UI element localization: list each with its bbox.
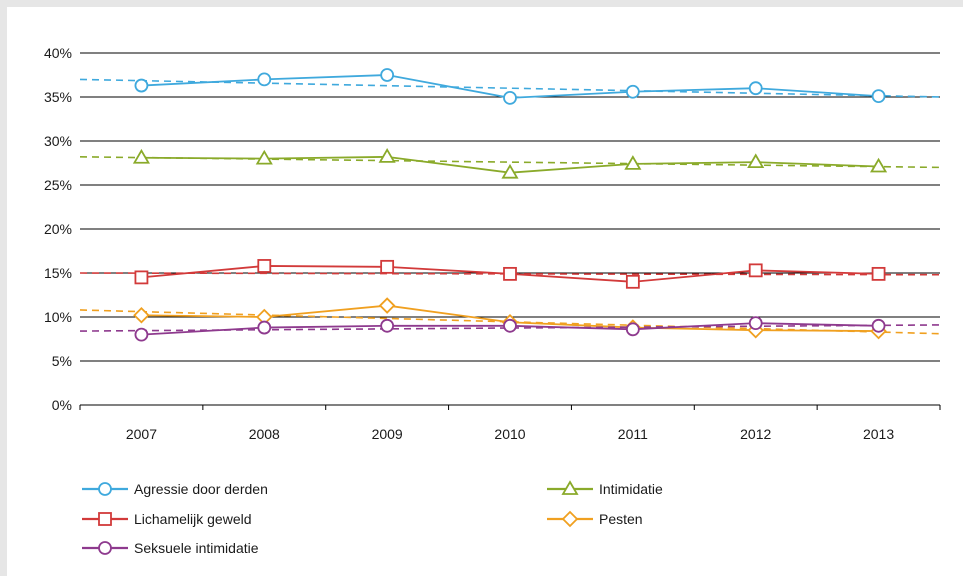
y-tick-label: 30%	[44, 133, 72, 149]
x-tick-label: 2012	[740, 426, 771, 442]
data-point	[134, 78, 149, 93]
data-point	[871, 318, 886, 333]
data-point	[625, 274, 640, 289]
data-point	[625, 322, 640, 337]
data-point	[503, 318, 517, 333]
data-point	[748, 81, 763, 96]
data-point	[747, 153, 765, 169]
legend-label: Intimidatie	[599, 481, 663, 497]
x-tick-label: 2009	[372, 426, 403, 442]
legend-marker	[561, 510, 579, 528]
data-point	[625, 84, 640, 99]
x-tick-label: 2007	[126, 426, 157, 442]
data-point	[748, 263, 763, 278]
legend-label: Lichamelijk geweld	[134, 511, 252, 527]
data-point	[380, 68, 395, 82]
data-point	[134, 270, 149, 285]
data-point	[133, 306, 150, 324]
legend-label: Agressie door derden	[134, 481, 268, 497]
data-point	[871, 266, 886, 281]
legend-item: Seksuele intimidatie	[82, 540, 259, 556]
data-point	[378, 297, 396, 314]
data-point	[132, 148, 150, 164]
data-point	[870, 157, 888, 173]
chart-container: 0% 5% 10% 15% 20% 25% 30% 35% 40% 2007 2008 2009 201…	[7, 7, 963, 576]
y-tick-label: 20%	[44, 221, 72, 237]
y-tick-label: 0%	[52, 397, 72, 413]
y-tick-label: 25%	[44, 177, 72, 193]
legend-item: Agressie door derden	[82, 481, 268, 497]
data-point	[134, 327, 149, 342]
legend-item: Lichamelijk geweld	[82, 511, 252, 527]
data-point	[257, 72, 272, 87]
x-tick-label: 2010	[494, 426, 525, 442]
data-point	[380, 318, 395, 333]
line-chart: 0% 5% 10% 15% 20% 25% 30% 35% 40% 2007 2008 2009 201…	[44, 45, 941, 556]
y-tick-label: 35%	[44, 89, 72, 105]
data-point	[503, 90, 517, 105]
legend-marker	[98, 541, 112, 555]
data-point	[255, 149, 273, 165]
x-tick-label: 2008	[249, 426, 280, 442]
legend-item: Pesten	[547, 510, 643, 528]
data-point	[378, 148, 396, 163]
y-tick-label: 5%	[52, 353, 72, 369]
x-tick-label: 2011	[618, 426, 648, 442]
data-point	[257, 320, 272, 335]
data-point	[624, 155, 642, 170]
data-point	[257, 259, 272, 273]
series-group	[79, 68, 941, 105]
series-group	[79, 148, 941, 179]
data-point	[503, 266, 517, 281]
data-point	[871, 89, 886, 104]
data-point	[748, 316, 763, 331]
legend-marker	[98, 482, 112, 496]
x-tick-label: 2013	[863, 426, 894, 442]
legend-marker	[561, 480, 579, 495]
legend-label: Seksuele intimidatie	[134, 540, 259, 556]
y-tick-label: 40%	[44, 45, 72, 61]
y-tick-label: 15%	[44, 265, 72, 281]
legend-label: Pesten	[599, 511, 643, 527]
y-tick-label: 10%	[44, 309, 72, 325]
series-group	[79, 316, 941, 342]
data-point	[501, 163, 519, 179]
legend-item: Intimidatie	[547, 480, 663, 497]
series-group	[79, 259, 941, 289]
data-point	[380, 259, 395, 274]
legend-marker	[98, 512, 112, 526]
